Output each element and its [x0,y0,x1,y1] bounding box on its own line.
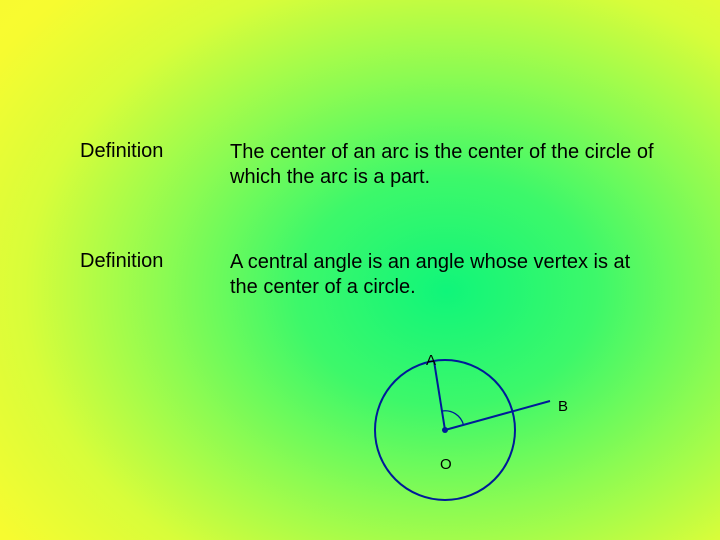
radius-ob [445,401,550,430]
label-o: O [440,456,452,473]
center-dot [442,427,448,433]
definition-label: Definition [80,140,230,163]
definition-row-1: Definition The center of an arc is the c… [80,140,660,190]
definition-text: A central angle is an angle whose vertex… [230,250,660,300]
diagram-svg [350,330,610,530]
definition-label: Definition [80,250,230,273]
label-a: A [426,352,436,369]
label-b: B [558,398,568,415]
angle-arc [442,411,464,425]
definition-text: The center of an arc is the center of th… [230,140,660,190]
radius-oa [434,361,445,430]
definition-row-2: Definition A central angle is an angle w… [80,250,660,300]
central-angle-diagram: A B O [350,330,610,530]
